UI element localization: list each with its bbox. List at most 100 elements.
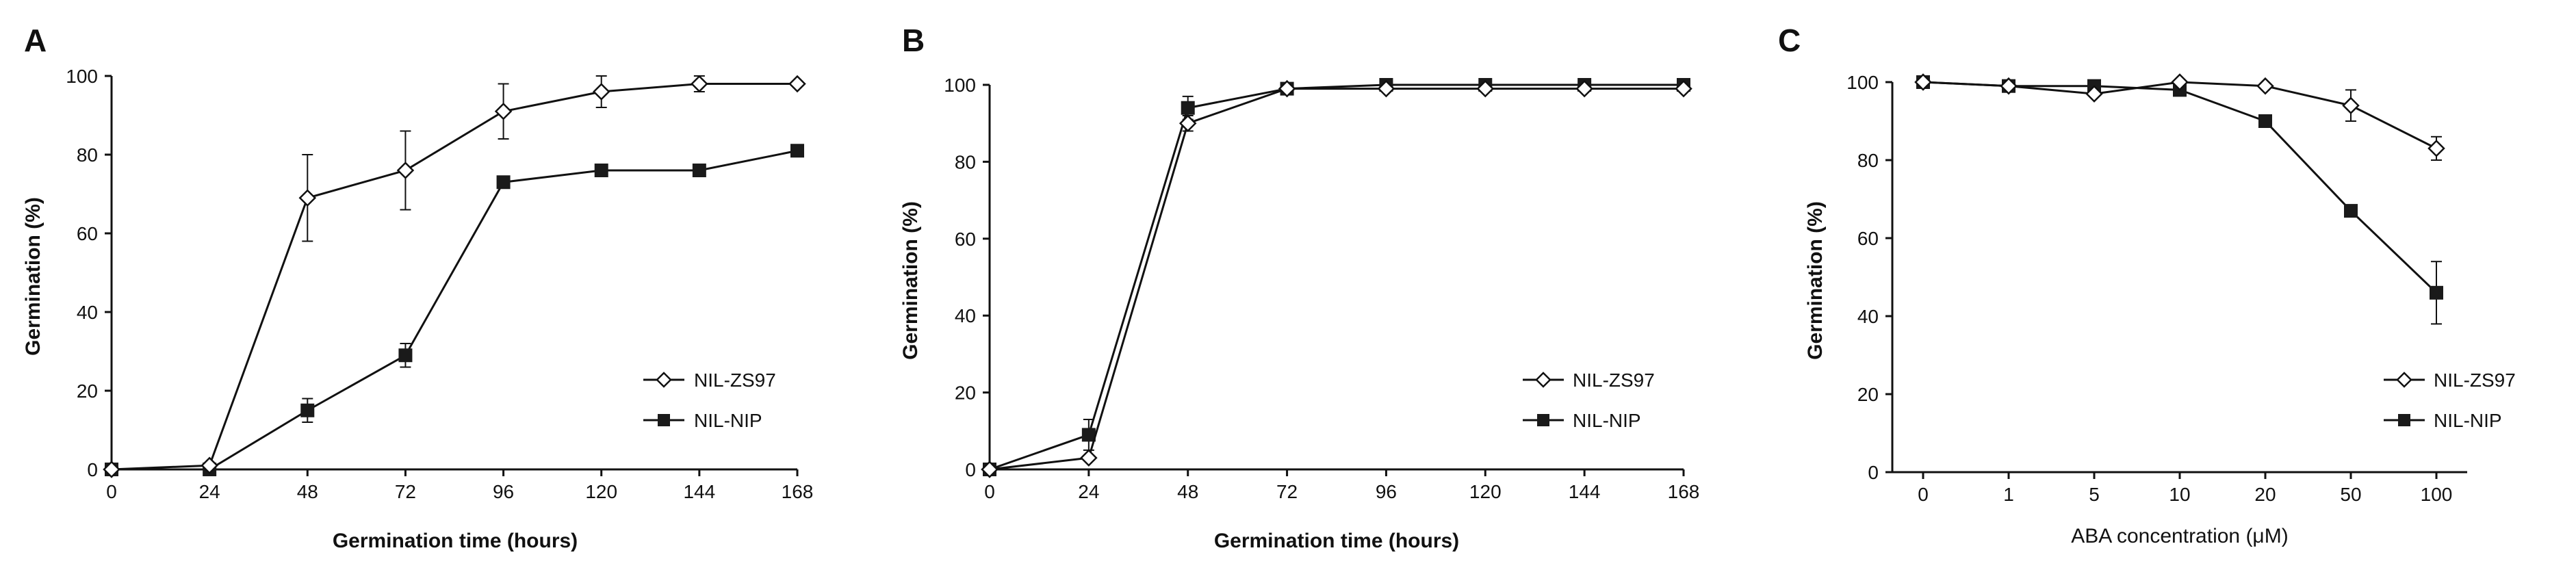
- data-point: [103, 461, 120, 478]
- panel-a-xlabel: Germination time (hours): [333, 530, 578, 552]
- y-tick-label: 0: [965, 459, 976, 480]
- panel-c-axes: [1891, 82, 2467, 474]
- data-point: [2171, 73, 2189, 91]
- x-tick-label: 20: [2254, 484, 2276, 505]
- data-point: [981, 461, 999, 478]
- data-point: [1476, 79, 1495, 98]
- panel-label-b: B: [902, 23, 925, 58]
- data-point: [1081, 428, 1096, 442]
- panel-c-legend: NIL-ZS97 NIL-NIP: [2384, 370, 2516, 431]
- x-tick-label: 144: [1569, 481, 1601, 502]
- x-tick-label: 0: [106, 481, 117, 502]
- y-tick-label: 20: [955, 383, 976, 404]
- legend-label-zs97: NIL-ZS97: [2434, 370, 2516, 391]
- series-line: [989, 83, 1684, 471]
- y-tick-label: 60: [955, 229, 976, 250]
- data-point: [2256, 77, 2274, 95]
- y-tick-label: 100: [1846, 72, 1879, 93]
- data-point: [201, 456, 218, 475]
- x-tick-label: 24: [1078, 481, 1099, 502]
- data-point: [788, 75, 806, 93]
- y-tick-label: 80: [1857, 150, 1879, 171]
- x-tick-label: 168: [1668, 481, 1700, 502]
- x-tick-label: 144: [683, 481, 715, 502]
- panel-b-ticks: 0 20 40 60 80 100 0 24 48 72 96 120 144 168: [944, 75, 1699, 502]
- data-point: [1278, 79, 1296, 98]
- y-tick-label: 0: [1868, 462, 1879, 483]
- panel-b-ylabel: Germination (%): [899, 201, 922, 360]
- series-zs97: [981, 79, 1692, 478]
- x-tick-label: 0: [1918, 484, 1929, 505]
- x-tick-label: 1: [2003, 484, 2014, 505]
- data-point: [2430, 285, 2443, 300]
- y-tick-label: 100: [944, 75, 976, 96]
- x-tick-label: 72: [1276, 481, 1298, 502]
- y-tick-label: 20: [1857, 384, 1879, 405]
- series-line: [1922, 81, 2438, 294]
- x-tick-label: 48: [1177, 481, 1198, 502]
- panel-a-axes: [110, 76, 797, 471]
- x-tick-label: 10: [2169, 484, 2190, 505]
- x-tick-label: 0: [984, 481, 995, 502]
- data-point: [396, 161, 415, 179]
- y-tick-label: 40: [1857, 306, 1879, 327]
- y-tick-label: 20: [77, 380, 98, 402]
- series-zs97: [1914, 73, 2445, 161]
- data-point: [1377, 79, 1395, 98]
- data-point: [692, 164, 706, 177]
- panel-b-legend: NIL-ZS97 NIL-NIP: [1523, 370, 1655, 431]
- panel-b-axes: [988, 85, 1684, 471]
- legend-marker-nip: [2398, 414, 2410, 426]
- data-point: [298, 189, 317, 207]
- data-point: [592, 83, 610, 101]
- x-tick-label: 96: [493, 481, 514, 502]
- data-point: [1575, 79, 1593, 98]
- legend-label-nip: NIL-NIP: [1573, 410, 1641, 431]
- legend-marker-zs97: [2396, 372, 2412, 388]
- panel-b: B 0 20 40 60 80 100 0 24 48 72 96 120 144 168 Germina…: [899, 23, 1699, 552]
- y-tick-label: 60: [1857, 228, 1879, 249]
- panel-a-ylabel: Germination (%): [22, 197, 44, 356]
- data-point: [496, 175, 511, 190]
- x-tick-label: 72: [395, 481, 416, 502]
- series-line: [112, 149, 798, 471]
- data-point: [2085, 85, 2103, 103]
- data-point: [300, 403, 315, 417]
- data-point: [594, 164, 608, 177]
- x-tick-label: 100: [2421, 484, 2453, 505]
- y-tick-label: 60: [77, 223, 98, 244]
- y-tick-label: 0: [87, 459, 98, 480]
- legend-marker-zs97: [1535, 372, 1551, 388]
- panel-label-c: C: [1778, 23, 1801, 58]
- data-point: [1675, 79, 1692, 98]
- y-tick-label: 40: [77, 302, 98, 323]
- series-line: [989, 88, 1684, 471]
- x-tick-label: 24: [199, 481, 220, 502]
- data-point: [790, 144, 804, 158]
- y-tick-label: 80: [77, 144, 98, 166]
- data-point: [1181, 101, 1195, 115]
- y-tick-label: 80: [955, 151, 976, 172]
- data-point: [2427, 140, 2445, 157]
- panel-label-a: A: [24, 23, 47, 58]
- data-point: [2000, 77, 2018, 95]
- legend-label-nip: NIL-NIP: [2434, 410, 2502, 431]
- legend-label-zs97: NIL-ZS97: [1573, 370, 1655, 391]
- x-tick-label: 50: [2340, 484, 2361, 505]
- panel-b-xlabel: Germination time (hours): [1214, 530, 1459, 552]
- panel-a-legend: NIL-ZS97 NIL-NIP: [643, 370, 776, 431]
- data-point: [2258, 114, 2272, 128]
- y-tick-label: 40: [955, 305, 976, 326]
- data-point: [1178, 114, 1197, 132]
- x-tick-label: 5: [2089, 484, 2100, 505]
- panel-a-series: [103, 75, 806, 478]
- data-point: [1914, 73, 1932, 91]
- legend-label-zs97: NIL-ZS97: [694, 370, 776, 391]
- x-tick-label: 48: [297, 481, 318, 502]
- legend-marker-zs97: [656, 372, 672, 388]
- panel-b-series: [981, 78, 1692, 478]
- panel-c-ylabel: Germination (%): [1804, 201, 1827, 360]
- x-tick-label: 120: [1469, 481, 1502, 502]
- panel-a: A 0 20 40 60 80 100 0 24 48 72 96 120 144 168 Germina…: [22, 23, 813, 552]
